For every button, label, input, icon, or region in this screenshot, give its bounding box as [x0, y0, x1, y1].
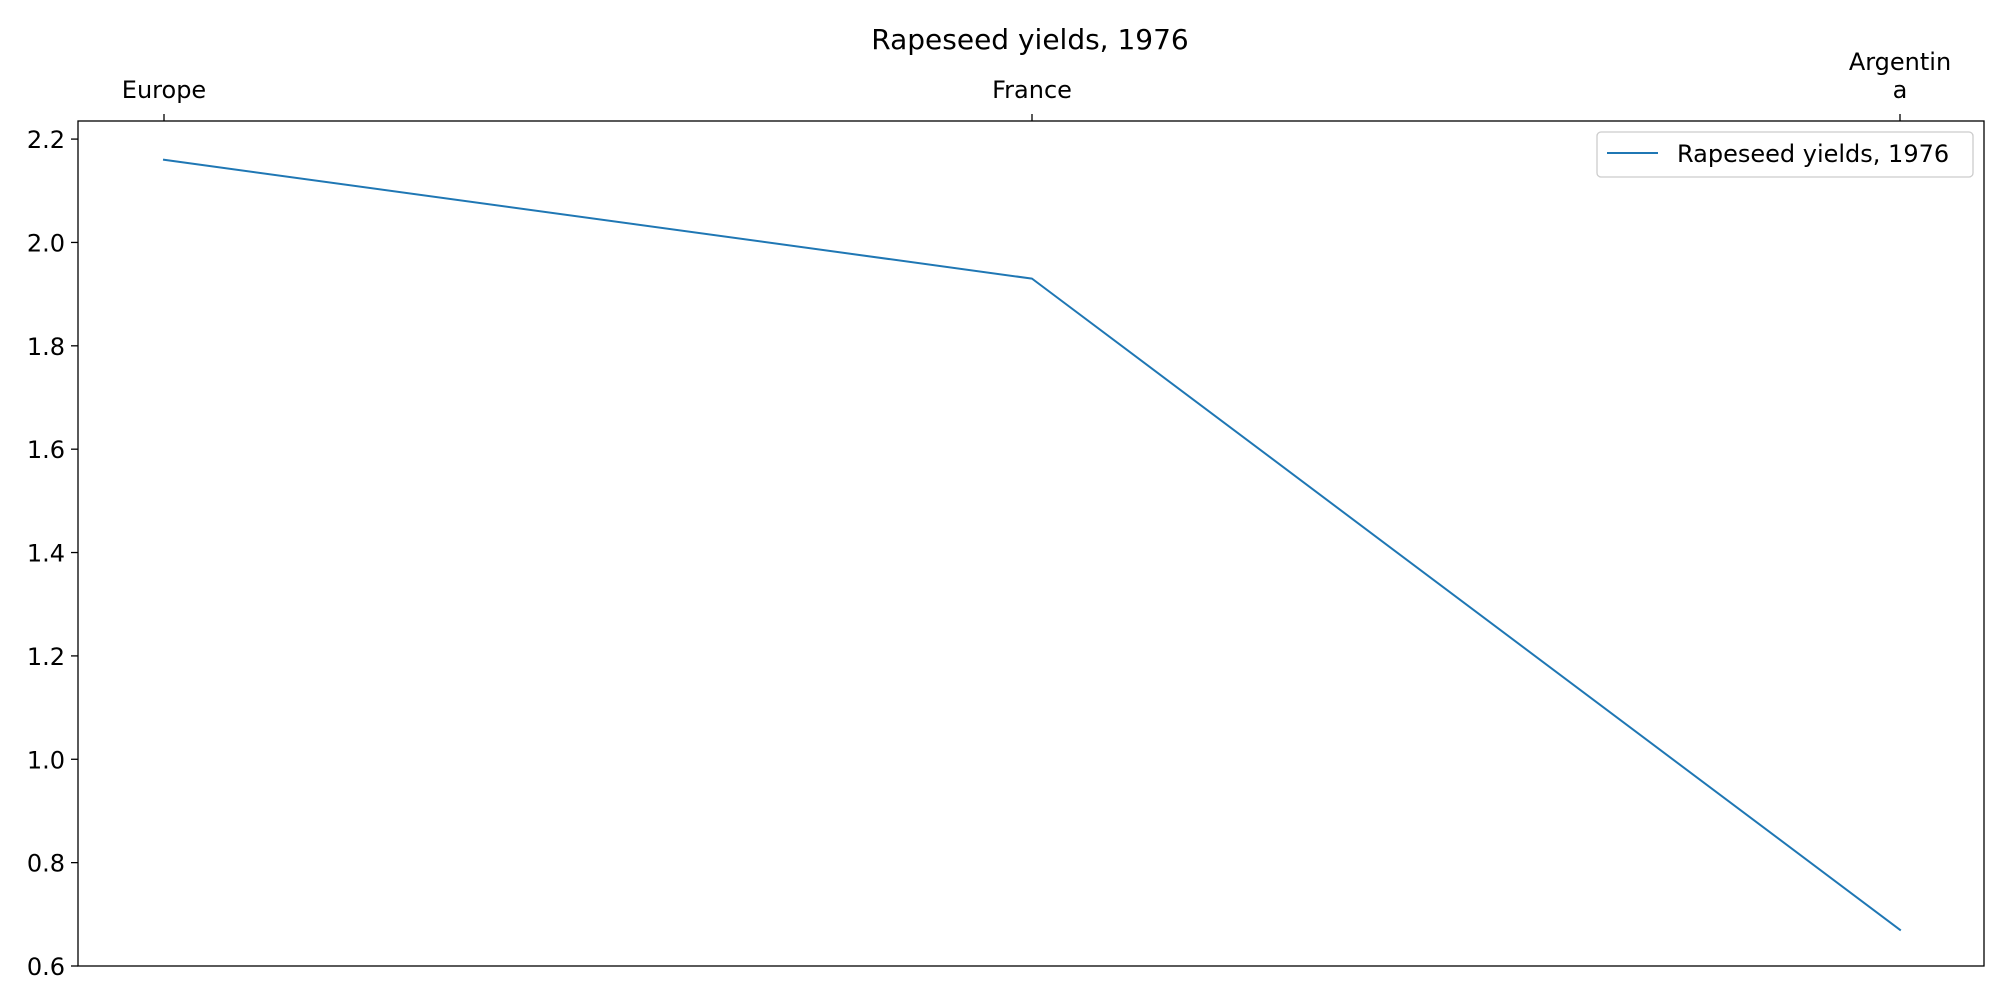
y-tick-label: 1.0 [27, 746, 65, 774]
x-tick-label: Argentin [1849, 48, 1951, 76]
legend-box [1596, 131, 1974, 178]
y-tick-label: 2.0 [27, 229, 65, 257]
x-tick-label: Europe [122, 76, 206, 104]
y-tick-label: 1.2 [27, 643, 65, 671]
y-axis: 0.6 0.8 1.0 1.2 1.4 1.6 1.8 2.0 2.2 [27, 126, 78, 981]
y-tick-label: 2.2 [27, 126, 65, 154]
x-tick-label: a [1893, 76, 1908, 104]
plot-area [77, 120, 1985, 967]
x-tick-label: France [992, 76, 1072, 104]
series-line [162, 158, 1902, 932]
y-tick-label: 1.8 [27, 333, 65, 361]
legend: Rapeseed yields, 1976 [1596, 131, 1974, 178]
y-tick-label: 1.6 [27, 436, 65, 464]
y-tick-label: 1.4 [27, 540, 65, 568]
chart-title: Rapeseed yields, 1976 [871, 23, 1189, 56]
y-tick-label: 0.8 [27, 850, 65, 878]
plot-frame [77, 120, 1985, 967]
y-tick-label: 0.6 [27, 953, 65, 981]
legend-label: Rapeseed yields, 1976 [1677, 140, 1949, 168]
series-layer [162, 158, 1902, 932]
